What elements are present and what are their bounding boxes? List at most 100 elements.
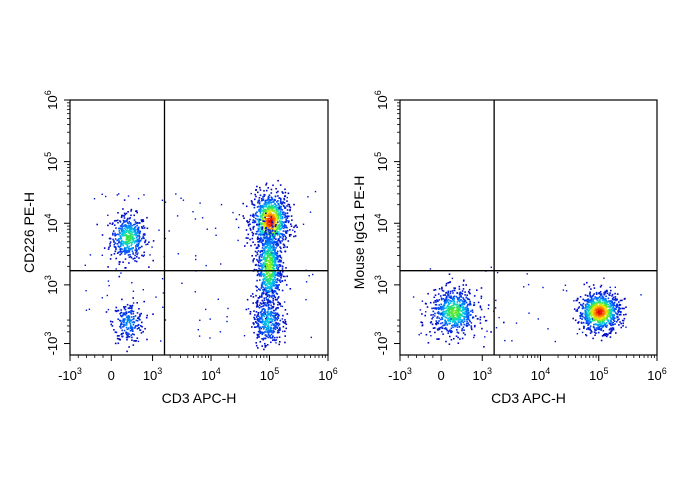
event-dot xyxy=(420,321,422,323)
event-dot xyxy=(264,317,267,320)
y-tick-label: 106 xyxy=(373,90,390,109)
event-dot xyxy=(587,305,590,307)
event-dot xyxy=(585,314,588,317)
event-dot xyxy=(275,255,278,257)
event-dot xyxy=(265,268,267,270)
event-dot xyxy=(260,316,263,319)
event-dot xyxy=(132,252,134,254)
event-dot xyxy=(278,329,280,331)
event-dot xyxy=(606,314,608,317)
event-dot xyxy=(585,319,588,322)
event-dot xyxy=(125,238,128,241)
event-dot xyxy=(450,327,453,330)
event-dot xyxy=(276,229,278,231)
event-dot xyxy=(276,207,278,209)
event-dot xyxy=(284,195,287,197)
event-dot xyxy=(142,237,144,239)
event-dot xyxy=(451,314,453,317)
event-dot xyxy=(266,287,269,289)
event-dot xyxy=(268,306,271,309)
event-dot xyxy=(457,299,460,302)
event-dot xyxy=(263,304,265,307)
event-dot xyxy=(256,289,258,292)
event-dot xyxy=(112,222,114,224)
event-dot xyxy=(277,215,280,217)
event-dot xyxy=(262,240,264,242)
event-dot xyxy=(121,333,123,335)
event-dot xyxy=(257,245,260,247)
event-dot xyxy=(264,202,266,204)
event-dot xyxy=(277,210,280,213)
event-dot xyxy=(595,297,597,300)
event-dot xyxy=(255,285,257,288)
event-dot xyxy=(144,234,146,236)
event-dot xyxy=(122,318,125,320)
event-dot xyxy=(263,303,266,305)
event-dot xyxy=(261,206,263,208)
event-dot xyxy=(271,218,274,221)
event-dot xyxy=(268,252,270,255)
event-dot xyxy=(124,305,127,308)
event-dot xyxy=(255,342,257,344)
event-dot xyxy=(149,254,151,256)
event-dot xyxy=(264,289,267,291)
event-dot xyxy=(120,272,122,274)
event-dot xyxy=(270,254,272,256)
event-dot xyxy=(113,220,116,222)
event-dot xyxy=(146,227,149,230)
event-dot xyxy=(279,341,281,343)
event-dot xyxy=(447,291,450,294)
event-dot xyxy=(587,311,590,313)
event-dot xyxy=(127,249,129,252)
event-dot xyxy=(126,235,129,238)
event-dot xyxy=(450,318,452,320)
event-dot xyxy=(135,233,138,236)
event-dot xyxy=(152,240,155,242)
event-dot xyxy=(270,321,272,324)
event-dot xyxy=(268,280,270,283)
event-dot xyxy=(582,321,585,324)
event-dot xyxy=(117,251,120,254)
event-dot xyxy=(122,326,124,328)
event-dot xyxy=(439,295,442,297)
event-dot xyxy=(182,199,185,201)
event-dot xyxy=(610,330,612,333)
event-dot xyxy=(469,320,471,323)
event-dot xyxy=(128,248,130,250)
event-dot xyxy=(268,230,271,233)
event-dot xyxy=(275,187,277,190)
event-dot xyxy=(109,320,112,323)
event-dot xyxy=(447,290,450,293)
event-dot xyxy=(269,301,272,303)
event-dot xyxy=(279,319,282,322)
event-dot xyxy=(285,323,288,325)
event-dot xyxy=(133,242,136,244)
event-dot xyxy=(264,337,267,340)
event-dot xyxy=(258,255,261,258)
event-dot xyxy=(257,221,260,223)
event-dot xyxy=(613,298,616,301)
event-dot xyxy=(293,203,295,206)
event-dot xyxy=(285,225,287,227)
event-dot xyxy=(270,304,272,307)
event-dot xyxy=(122,229,124,232)
event-dot xyxy=(441,289,444,292)
event-dot xyxy=(131,316,133,318)
event-dot xyxy=(136,319,139,322)
event-dot xyxy=(128,240,130,242)
event-dot xyxy=(266,252,268,254)
event-dot xyxy=(264,237,267,239)
event-dot xyxy=(268,263,270,266)
event-dot xyxy=(268,266,271,269)
event-dot xyxy=(286,212,289,215)
event-dot xyxy=(267,271,269,273)
event-dot xyxy=(265,222,268,225)
event-dot xyxy=(263,256,265,258)
event-dot xyxy=(528,312,530,314)
event-dot xyxy=(610,300,612,302)
event-dot xyxy=(599,292,601,295)
event-dot xyxy=(115,219,117,222)
event-dot xyxy=(119,251,122,253)
event-dot xyxy=(620,311,622,314)
event-dot xyxy=(258,297,260,299)
